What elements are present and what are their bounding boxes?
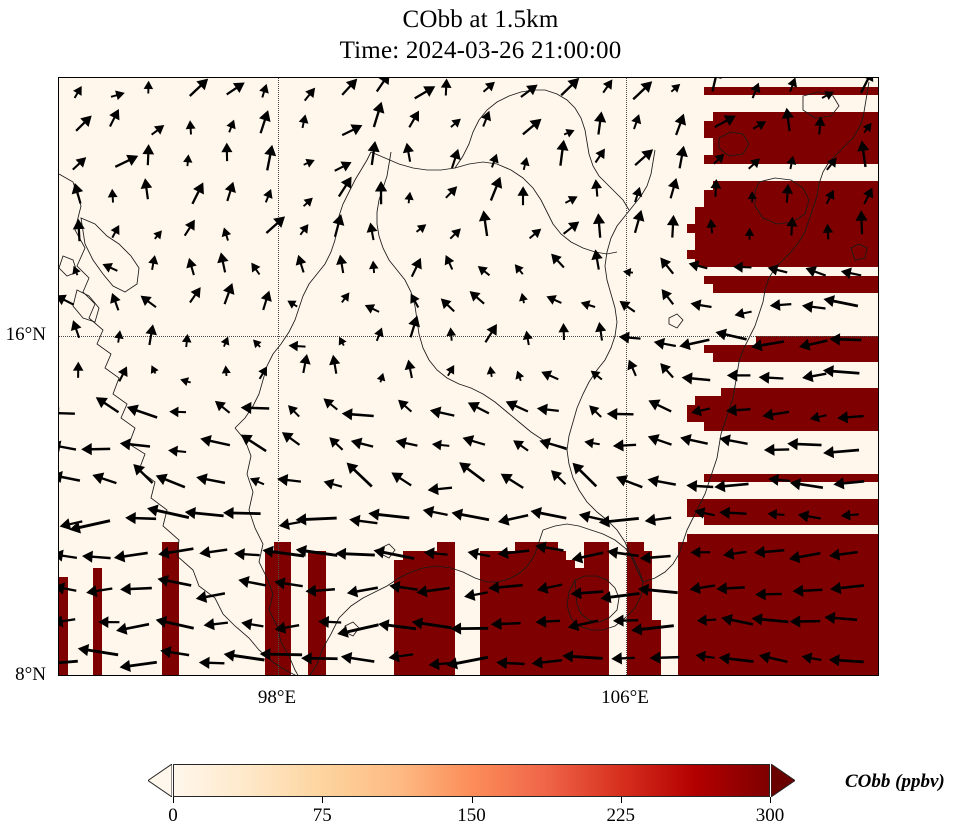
title-main-line: CObb at 1.5km (0, 4, 961, 35)
figure-title: CObb at 1.5km Time: 2024-03-26 21:00:00 (0, 4, 961, 66)
wind-vector-layer (59, 78, 874, 672)
map-axes[interactable] (58, 77, 879, 676)
colorbar-tick-150 (471, 797, 473, 803)
colorbar-extend-min-arrow (148, 764, 172, 797)
gridline-16N (59, 336, 878, 337)
colorbar-tick-75 (322, 797, 324, 803)
map-plot-area (59, 78, 878, 675)
colorbar-ticklabel-0: 0 (168, 805, 178, 827)
colorbar-ticklabel-225: 225 (607, 805, 636, 827)
title-timestamp-line: Time: 2024-03-26 21:00:00 (0, 35, 961, 66)
colorbar-ticklabel-300: 300 (756, 805, 785, 827)
colorbar-tick-0 (173, 797, 175, 803)
colorbar-extend-max-arrow (771, 764, 795, 797)
colorbar-gradient (173, 764, 770, 797)
colorbar-tick-300 (770, 797, 772, 803)
ytick-16N (58, 336, 59, 337)
colorbar[interactable]: 0 75 150 225 300 (148, 764, 795, 826)
colorbar-ticklabel-75: 75 (313, 805, 332, 827)
colorbar-label: CObb (ppbv) (845, 771, 945, 793)
colorbar-tick-225 (620, 797, 622, 803)
xticklabel-106E: 106°E (601, 687, 649, 709)
yticklabel-8N: 8°N (0, 664, 46, 686)
colorbar-ticklabel-150: 150 (457, 805, 486, 827)
xticklabel-98E: 98°E (258, 687, 296, 709)
yticklabel-16N: 16°N (0, 324, 46, 346)
gridline-98E (278, 78, 279, 675)
gridline-106E (626, 78, 627, 675)
